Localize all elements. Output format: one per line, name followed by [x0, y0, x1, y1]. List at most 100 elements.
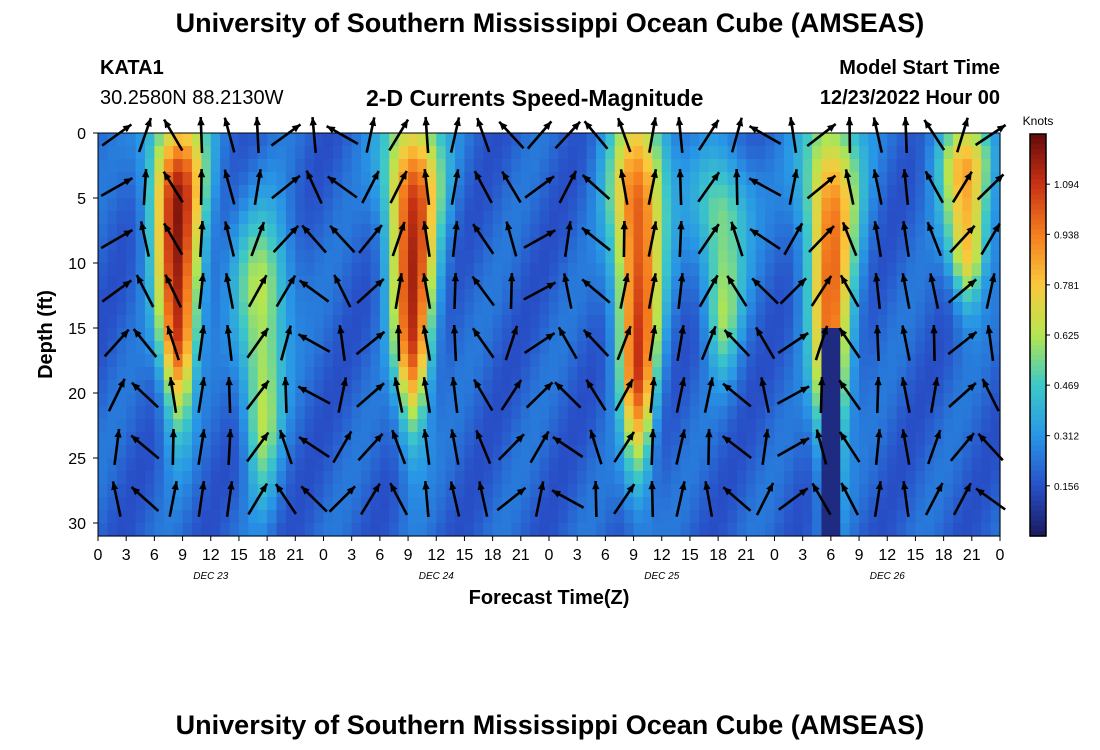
- heatmap-cell: [652, 458, 663, 472]
- heatmap-cell: [408, 276, 419, 290]
- heatmap-cell: [708, 497, 719, 511]
- heatmap-cell: [558, 432, 569, 446]
- heatmap-cell: [962, 185, 973, 199]
- heatmap-cell: [755, 445, 766, 459]
- heatmap-cell: [868, 497, 879, 511]
- heatmap-cell: [445, 445, 456, 459]
- heatmap-cell: [718, 497, 729, 511]
- heatmap-cell: [455, 172, 466, 186]
- heatmap-cell: [802, 198, 813, 212]
- heatmap-cell: [953, 432, 964, 446]
- heatmap-cell: [614, 458, 625, 472]
- heatmap-cell: [859, 146, 870, 160]
- heatmap-cell: [549, 263, 559, 277]
- heatmap-cell: [586, 237, 597, 251]
- heatmap-cell: [135, 211, 146, 225]
- heatmap-cell: [445, 146, 456, 160]
- heatmap-cell: [981, 510, 992, 524]
- x-tick-label: 9: [404, 547, 413, 564]
- current-vector-head: [583, 329, 592, 339]
- heatmap-cell: [267, 497, 278, 511]
- heatmap-cell: [173, 445, 184, 459]
- heatmap-cell: [661, 471, 672, 485]
- heatmap-cell: [116, 172, 127, 186]
- heatmap-cell: [332, 380, 343, 394]
- heatmap-cell: [614, 185, 625, 199]
- heatmap-cell: [285, 432, 296, 446]
- heatmap-cell: [220, 367, 231, 381]
- heatmap-cell: [727, 510, 738, 524]
- heatmap-cell: [445, 432, 456, 446]
- heatmap-cell: [595, 159, 606, 173]
- heatmap-cell: [455, 445, 466, 459]
- heatmap-cell: [671, 354, 682, 368]
- heatmap-cell: [727, 211, 738, 225]
- heatmap-cell: [605, 133, 616, 147]
- heatmap-cell: [502, 276, 513, 290]
- heatmap-cell: [680, 315, 691, 329]
- heatmap-cell: [238, 328, 249, 342]
- heatmap-cell: [962, 289, 973, 303]
- heatmap-cell: [727, 237, 738, 251]
- heatmap-cell: [549, 497, 559, 511]
- heatmap-cell: [135, 393, 146, 407]
- current-vector-head: [766, 482, 774, 492]
- heatmap-cell: [793, 263, 804, 277]
- heatmap-cell: [718, 328, 729, 342]
- heatmap-cell: [445, 497, 456, 511]
- heatmap-cell: [859, 484, 870, 498]
- heatmap-cell: [473, 406, 484, 420]
- heatmap-cell: [229, 341, 240, 355]
- heatmap-cell: [671, 367, 682, 381]
- heatmap-cell: [755, 211, 766, 225]
- current-vector-head: [334, 274, 342, 284]
- heatmap-cell: [896, 133, 907, 147]
- heatmap-cell: [342, 315, 353, 329]
- heatmap-cell: [849, 523, 860, 537]
- heatmap-cell: [624, 211, 635, 225]
- heatmap-cell: [210, 432, 221, 446]
- heatmap-cell: [821, 250, 832, 264]
- heatmap-cell: [445, 159, 456, 173]
- current-vector-head: [722, 436, 732, 444]
- heatmap-cell: [464, 276, 475, 290]
- heatmap-cell: [962, 263, 973, 277]
- heatmap-cell: [699, 198, 710, 212]
- heatmap-cell: [285, 198, 296, 212]
- heatmap-cell: [126, 341, 137, 355]
- heatmap-cell: [304, 276, 315, 290]
- heatmap-cell: [671, 445, 682, 459]
- heatmap-cell: [924, 510, 935, 524]
- heatmap-cell: [746, 159, 757, 173]
- heatmap-cell: [520, 471, 531, 485]
- heatmap-cell: [746, 302, 757, 316]
- heatmap-cell: [633, 198, 644, 212]
- heatmap-cell: [830, 211, 841, 225]
- heatmap-cell: [849, 406, 860, 420]
- heatmap-cell: [859, 432, 870, 446]
- heatmap-cell: [107, 263, 118, 277]
- current-vector-head: [648, 481, 656, 490]
- heatmap-cell: [755, 497, 766, 511]
- heatmap-cell: [868, 484, 879, 498]
- heatmap-cell: [614, 198, 625, 212]
- heatmap-cell: [342, 445, 353, 459]
- heatmap-cell: [163, 263, 174, 277]
- heatmap-cell: [201, 276, 212, 290]
- heatmap-cell: [173, 510, 184, 524]
- heatmap-cell: [530, 484, 541, 498]
- colorbar-title: Knots: [1023, 114, 1054, 128]
- heatmap-cell: [746, 289, 757, 303]
- heatmap-cell: [389, 445, 400, 459]
- heatmap-cell: [718, 445, 729, 459]
- colorbar-segment: [1030, 159, 1046, 165]
- heatmap-cell: [323, 289, 334, 303]
- heatmap-cell: [464, 237, 475, 251]
- heatmap-cell: [473, 146, 484, 160]
- heatmap-cell: [408, 224, 419, 238]
- chart-subtitle: 2-D Currents Speed-Magnitude: [366, 85, 704, 111]
- heatmap-cell: [98, 393, 108, 407]
- heatmap-cell: [398, 146, 409, 160]
- heatmap-cell: [361, 432, 372, 446]
- heatmap-cell: [492, 185, 503, 199]
